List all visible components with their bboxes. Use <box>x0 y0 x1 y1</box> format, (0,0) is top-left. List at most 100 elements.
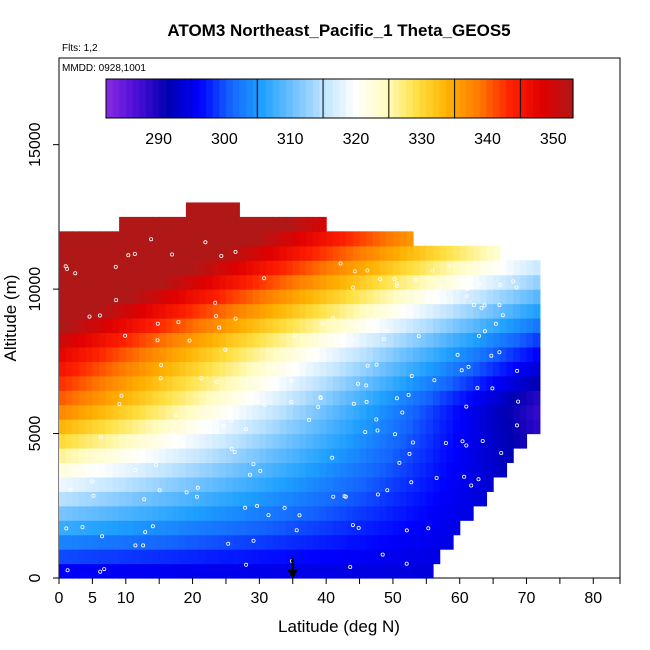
heatmap-cell <box>119 549 127 565</box>
heatmap-cell <box>132 419 140 435</box>
heatmap-cell <box>165 505 174 521</box>
observation-points <box>63 237 521 574</box>
heatmap-cell <box>259 361 267 377</box>
heatmap-cell <box>412 534 421 550</box>
heatmap-cell <box>99 433 107 449</box>
heatmap-cell <box>219 260 227 276</box>
heatmap-cell <box>439 448 447 464</box>
heatmap-cell <box>205 216 214 232</box>
heatmap-cell <box>205 476 214 492</box>
heatmap-cell <box>299 260 307 276</box>
heatmap-cell <box>419 462 427 478</box>
heatmap-cell <box>359 260 367 276</box>
observation-point <box>282 505 287 510</box>
heatmap-cell <box>172 231 180 247</box>
heatmap-cell <box>499 332 508 348</box>
heatmap-cell <box>239 491 247 507</box>
heatmap-cell <box>499 404 508 420</box>
heatmap-cell <box>332 274 341 290</box>
heatmap-cell <box>292 390 301 406</box>
heatmap-cell <box>212 505 220 521</box>
heatmap-cell <box>199 549 207 565</box>
heatmap-cell <box>326 476 334 492</box>
colorbar-tick-label: 300 <box>211 131 238 148</box>
heatmap-cell <box>506 260 514 276</box>
heatmap-cell <box>299 216 307 232</box>
heatmap-cell <box>479 390 488 406</box>
heatmap-cell <box>72 462 80 478</box>
heatmap-cell <box>159 289 167 305</box>
observation-point <box>229 446 234 451</box>
heatmap-cell <box>519 390 528 406</box>
heatmap-cell <box>306 433 314 449</box>
heatmap-cell <box>466 289 474 305</box>
heatmap-cell <box>119 332 127 348</box>
heatmap-cell <box>306 491 314 507</box>
colorbar-segment <box>132 79 140 118</box>
heatmap-cell <box>326 274 334 290</box>
heatmap-cell <box>339 462 347 478</box>
heatmap-cell <box>212 202 220 218</box>
heatmap-cell <box>286 419 294 435</box>
heatmap-cell <box>306 361 314 377</box>
heatmap-cell <box>152 549 160 565</box>
heatmap-cell <box>139 318 147 334</box>
observation-point <box>243 427 248 432</box>
heatmap-cell <box>152 419 160 435</box>
observation-point <box>385 488 390 493</box>
heatmap-cell <box>119 534 127 550</box>
heatmap-cell <box>72 448 80 464</box>
heatmap-cell <box>406 274 414 290</box>
heatmap-cell <box>372 433 381 449</box>
observation-point <box>369 317 374 322</box>
heatmap-cell <box>105 274 114 290</box>
heatmap-cell <box>259 549 267 565</box>
heatmap-cell <box>312 404 321 420</box>
heatmap-cell <box>179 231 187 247</box>
heatmap-cell <box>433 476 441 492</box>
heatmap-cell <box>453 433 461 449</box>
heatmap-cell <box>392 448 401 464</box>
observation-point <box>149 237 154 242</box>
heatmap-cell <box>105 419 114 435</box>
heatmap-cell <box>185 375 194 391</box>
heatmap-cell <box>145 462 154 478</box>
heatmap-cell <box>59 260 67 276</box>
heatmap-cell <box>252 216 260 232</box>
heatmap-cell <box>346 520 354 536</box>
heatmap-cell <box>246 318 254 334</box>
heatmap-cell <box>306 549 314 565</box>
heatmap-cell <box>486 476 494 492</box>
heatmap-cell <box>352 260 361 276</box>
heatmap-cell <box>172 491 180 507</box>
heatmap-cell <box>412 318 421 334</box>
heatmap-cell <box>212 274 220 290</box>
heatmap-cell <box>165 534 174 550</box>
observation-point <box>374 417 379 422</box>
heatmap-cell <box>99 332 107 348</box>
heatmap-cell <box>119 419 127 435</box>
heatmap-cell <box>225 260 234 276</box>
heatmap-cell <box>392 361 401 377</box>
heatmap-cell <box>139 274 147 290</box>
heatmap-cell <box>519 289 528 305</box>
heatmap-cell <box>72 433 80 449</box>
heatmap-cell <box>513 346 521 362</box>
heatmap-cell <box>192 245 200 261</box>
heatmap-cell <box>446 404 454 420</box>
heatmap-cell <box>453 390 461 406</box>
heatmap-cell <box>199 404 207 420</box>
heatmap-cell <box>266 404 274 420</box>
heatmap-cell <box>306 216 314 232</box>
heatmap-cell <box>85 346 93 362</box>
heatmap-cell <box>132 375 140 391</box>
heatmap-cell <box>225 375 234 391</box>
heatmap-cell <box>185 216 194 232</box>
heatmap-cell <box>272 419 280 435</box>
heatmap-cell <box>379 520 387 536</box>
heatmap-cell <box>346 303 354 319</box>
heatmap-cell <box>65 462 73 478</box>
heatmap-cell <box>59 274 67 290</box>
heatmap-cell <box>139 419 147 435</box>
colorbar-segment <box>239 79 247 118</box>
